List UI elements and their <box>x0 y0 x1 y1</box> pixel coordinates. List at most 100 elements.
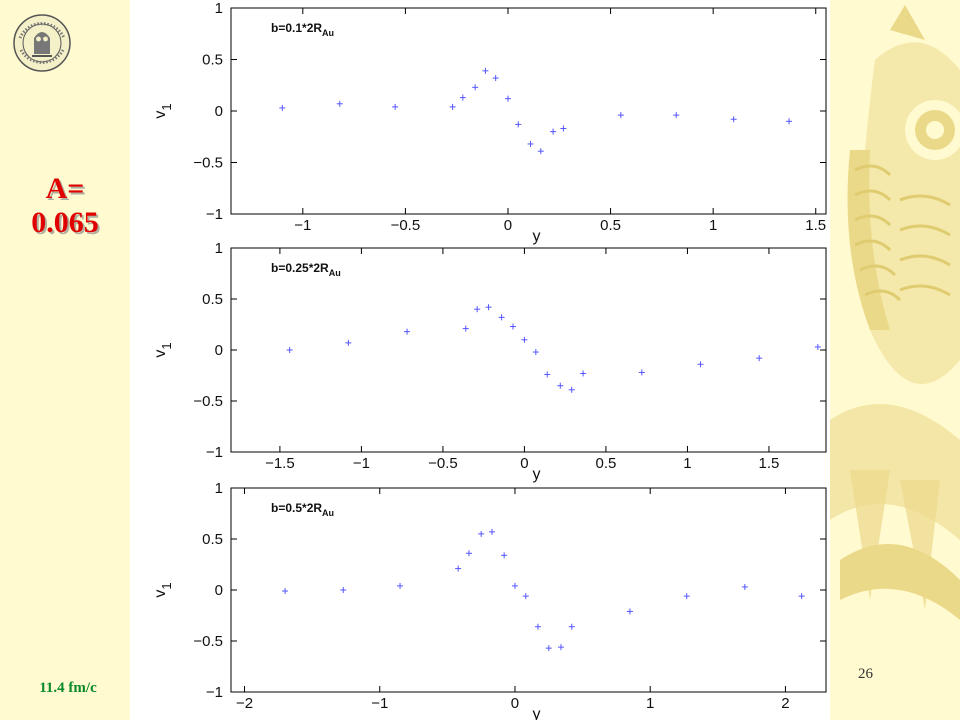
left-sidebar: A= 0.065 11.4 fm/c <box>0 0 130 720</box>
chart-3: −1 −0.5 0 0.5 1 −2 −1 0 1 2 y v1 b=0.5*2RAu <box>152 480 827 720</box>
y-axis-label-subscript: 1 <box>159 582 174 589</box>
data-point <box>482 67 489 74</box>
x-tick-label: 1 <box>683 455 691 472</box>
chart-2: −1 −0.5 0 0.5 1 −1.5 −1 −0.5 0 0.5 1 1.5 y v1 b=0.25*2… <box>152 240 827 483</box>
x-tick-label: −1 <box>353 455 370 472</box>
x-tick-label: 1.5 <box>759 455 780 472</box>
data-point <box>455 565 462 572</box>
owl-watermark-icon <box>830 5 960 620</box>
x-tick-label: 2 <box>781 695 789 712</box>
y-tick-label: −0.5 <box>193 633 223 650</box>
a-parameter-line2: 0.065 <box>31 206 99 239</box>
data-point <box>580 370 587 377</box>
chart-annotation: b=0.5*2RAu <box>271 501 334 518</box>
data-point <box>568 623 575 630</box>
data-point <box>485 304 492 311</box>
plot-frame <box>230 247 827 453</box>
data-point <box>345 339 352 346</box>
data-point <box>472 84 479 91</box>
chart-annotation-subscript: Au <box>322 508 334 518</box>
data-point <box>617 112 624 119</box>
data-point <box>449 103 456 110</box>
y-axis-label-subscript: 1 <box>159 342 174 349</box>
data-point <box>756 355 763 362</box>
x-tick-label: −2 <box>236 695 253 712</box>
data-point <box>638 369 645 376</box>
x-tick-label: 0 <box>511 695 519 712</box>
data-point <box>474 306 481 313</box>
x-tick-label: 0.5 <box>596 455 617 472</box>
data-point <box>544 371 551 378</box>
x-tick-label: −0.5 <box>428 455 458 472</box>
y-tick-label: −0.5 <box>193 155 223 172</box>
x-tick-label: −0.5 <box>391 217 421 234</box>
data-point <box>478 530 485 537</box>
data-point <box>673 112 680 119</box>
data-point <box>501 552 508 559</box>
page-number: 26 <box>858 666 873 682</box>
data-point <box>550 128 557 135</box>
data-point <box>511 582 518 589</box>
a-parameter-label: A= 0.065 <box>0 172 130 240</box>
data-point <box>459 94 466 101</box>
y-tick-label: −1 <box>206 206 223 223</box>
x-tick-label: 0.5 <box>600 217 621 234</box>
y-tick-label: 0.5 <box>202 531 223 548</box>
data-point <box>404 328 411 335</box>
data-point <box>515 121 522 128</box>
x-tick-label: 0 <box>504 217 512 234</box>
data-point <box>814 343 821 350</box>
data-point <box>545 645 552 652</box>
x-tick-label: 1 <box>709 217 717 234</box>
x-tick-label: −1 <box>371 695 388 712</box>
y-tick-label: −1 <box>206 444 223 461</box>
data-point <box>741 583 748 590</box>
right-decoration <box>830 0 960 720</box>
data-point <box>786 118 793 125</box>
y-tick-label: 1 <box>215 480 223 497</box>
data-point <box>730 116 737 123</box>
data-point <box>568 386 575 393</box>
x-tick-label: 1 <box>646 695 654 712</box>
x-axis-label: y <box>533 466 541 483</box>
y-tick-label: 0.5 <box>202 52 223 69</box>
data-point <box>488 528 495 535</box>
y-tick-label: −0.5 <box>193 393 223 410</box>
data-point <box>462 325 469 332</box>
data-point <box>340 587 347 593</box>
chart-annotation: b=0.25*2RAu <box>271 261 341 278</box>
data-point <box>510 323 517 330</box>
data-point <box>557 382 564 389</box>
data-point <box>626 608 633 615</box>
x-tick-label: −1.5 <box>265 455 295 472</box>
data-point <box>282 588 289 595</box>
data-point <box>534 623 541 630</box>
chart-annotation: b=0.1*2RAu <box>271 21 334 38</box>
data-point <box>532 349 539 356</box>
data-point <box>521 336 528 343</box>
y-tick-label: 0.5 <box>202 291 223 308</box>
y-tick-label: 1 <box>215 0 223 17</box>
x-tick-label: 1.5 <box>805 217 826 234</box>
data-point <box>286 347 293 353</box>
university-seal-icon <box>13 14 71 72</box>
data-point <box>397 582 404 589</box>
data-point <box>336 100 343 107</box>
data-point <box>492 75 499 82</box>
data-point <box>560 125 567 132</box>
chart-annotation-subscript: Au <box>322 28 334 38</box>
x-axis-label: y <box>533 706 541 720</box>
time-label: 11.4 fm/c <box>39 680 97 696</box>
data-point <box>798 593 805 600</box>
chart-annotation-subscript: Au <box>329 268 341 278</box>
plot-frame <box>230 7 827 215</box>
y-axis-label-subscript: 1 <box>159 103 174 110</box>
y-tick-label: 0 <box>215 582 223 599</box>
data-point <box>466 550 472 557</box>
y-tick-label: 0 <box>215 342 223 359</box>
data-point <box>522 593 529 600</box>
data-point <box>557 644 564 651</box>
data-point <box>697 361 704 368</box>
chart-1: −1 −0.5 0 0.5 1 −1 −0.5 0 0.5 1 1.5 y v1 b=0.1*2RAu <box>152 0 827 245</box>
